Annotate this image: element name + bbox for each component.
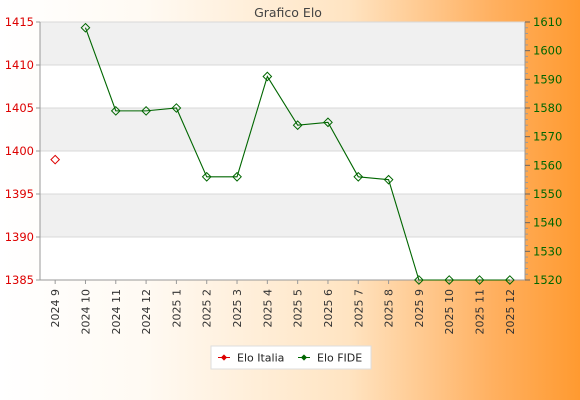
left-tick-label: 1385 <box>5 273 34 287</box>
series-elo-italia <box>50 154 61 165</box>
legend-marker <box>220 354 228 361</box>
right-axis: 1520 1530 1540 1550 1560 1570 1580 1590 1600 1610 <box>524 15 562 287</box>
left-axis: 1385 1390 1395 1400 1405 1410 1415 <box>5 15 41 287</box>
left-tick-label: 1395 <box>5 187 34 201</box>
x-tick-label: 2025 3 <box>231 289 244 328</box>
series-elo-fide <box>80 22 515 285</box>
data-point <box>110 105 121 116</box>
x-tick-label: 2025 6 <box>322 289 335 328</box>
x-tick-label: 2025 11 <box>474 289 487 335</box>
right-tick-label: 1560 <box>533 158 562 172</box>
x-tick-label: 2025 1 <box>170 289 183 328</box>
data-point <box>171 103 182 113</box>
right-tick-label: 1520 <box>533 273 562 287</box>
data-point <box>50 154 61 165</box>
right-tick-label: 1530 <box>533 244 562 258</box>
grid-band <box>40 194 525 237</box>
right-tick-label: 1580 <box>533 101 562 115</box>
data-point <box>292 120 303 131</box>
x-axis: 2024 9 2024 10 2024 11 2024 12 2025 1 2025 2 2… <box>40 279 525 335</box>
right-tick-label: 1590 <box>533 72 562 86</box>
right-tick-label: 1540 <box>533 216 562 230</box>
x-tick-label: 2025 2 <box>201 289 214 328</box>
data-point <box>262 71 273 82</box>
data-point <box>474 275 485 285</box>
right-tick-label: 1570 <box>533 130 562 144</box>
x-tick-label: 2025 5 <box>292 289 305 328</box>
x-tick-label: 2025 12 <box>504 289 517 335</box>
series-line <box>84 27 510 281</box>
x-tick-label: 2025 7 <box>352 289 365 328</box>
legend-label: Elo FIDE <box>317 352 362 365</box>
legend-item: Elo Italia <box>218 352 284 365</box>
data-point <box>141 105 152 116</box>
legend: Elo Italia Elo FIDE <box>210 345 372 370</box>
data-point <box>201 171 212 182</box>
x-tick-label: 2024 12 <box>140 289 153 335</box>
left-tick-label: 1410 <box>5 58 34 72</box>
x-tick-label: 2024 9 <box>49 289 62 328</box>
series-layer <box>50 22 515 285</box>
right-tick-label: 1610 <box>533 15 562 29</box>
data-point <box>232 171 242 182</box>
right-tick-label: 1600 <box>533 44 562 58</box>
right-tick-label: 1550 <box>533 187 562 201</box>
legend-box <box>210 345 372 370</box>
legend-label: Elo Italia <box>237 352 284 365</box>
x-tick-label: 2025 8 <box>383 289 396 328</box>
grid-band <box>40 108 525 151</box>
left-tick-label: 1400 <box>5 144 34 158</box>
x-tick-label: 2025 4 <box>261 289 274 328</box>
x-tick-label: 2025 10 <box>443 289 456 335</box>
left-tick-label: 1415 <box>5 15 34 29</box>
data-point <box>444 275 455 285</box>
data-point <box>383 174 394 185</box>
data-point <box>353 171 364 182</box>
x-tick-label: 2025 9 <box>413 289 426 328</box>
legend-item: Elo FIDE <box>298 352 362 365</box>
legend-marker <box>300 354 308 361</box>
left-tick-label: 1390 <box>5 230 34 244</box>
left-tick-label: 1405 <box>5 101 34 115</box>
x-tick-label: 2024 10 <box>79 289 92 335</box>
data-point <box>413 275 424 285</box>
grid-band <box>40 22 525 65</box>
x-tick-label: 2024 11 <box>110 289 123 335</box>
chart-title: Grafico Elo <box>254 5 322 20</box>
data-point <box>504 275 515 285</box>
data-point <box>323 117 333 128</box>
data-point <box>80 22 91 33</box>
